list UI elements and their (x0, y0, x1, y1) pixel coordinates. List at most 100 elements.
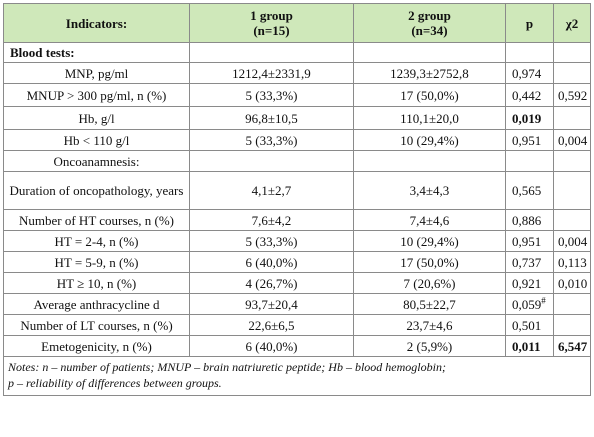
header-group2: 2 group (n=34) (353, 3, 506, 43)
table-row: Number of HT courses, n (%) 7,6±4,2 7,4±… (3, 209, 591, 231)
p-value: 0,442 (505, 83, 554, 107)
p-value: 0,951 (505, 129, 554, 151)
group2-value: 1239,3±2752,8 (353, 62, 506, 84)
row-label: Duration of oncopathology, years (3, 171, 190, 210)
table-row: MNP, pg/ml 1212,4±2331,9 1239,3±2752,8 0… (3, 62, 591, 84)
row-label: HT ≥ 10, n (%) (3, 272, 190, 294)
row-label: MNUP > 300 pg/ml, n (%) (3, 83, 190, 107)
table-cell (353, 150, 506, 172)
header-group1-n: (n=15) (253, 23, 290, 38)
chi2-value: 0,004 (553, 129, 591, 151)
table-cell (553, 42, 591, 63)
section-label-oncoanamnesis: Oncoanamnesis: (3, 150, 190, 172)
row-label: Emetogenicity, n (%) (3, 335, 190, 357)
table-cell (189, 150, 354, 172)
group2-value: 110,1±20,0 (353, 106, 506, 130)
group1-value: 1212,4±2331,9 (189, 62, 354, 84)
group1-value: 96,8±10,5 (189, 106, 354, 130)
group1-value: 6 (40,0%) (189, 251, 354, 273)
group1-value: 4,1±2,7 (189, 171, 354, 210)
section-label-blood-tests: Blood tests: (3, 42, 190, 63)
p-value: 0,737 (505, 251, 554, 273)
group1-value: 93,7±20,4 (189, 293, 354, 315)
p-value: 0,886 (505, 209, 554, 231)
table-row: MNUP > 300 pg/ml, n (%) 5 (33,3%) 17 (50… (3, 83, 591, 107)
group2-value: 17 (50,0%) (353, 83, 506, 107)
p-value-footnote-mark: # (541, 295, 546, 306)
header-p: p (505, 3, 554, 43)
group2-value: 7 (20,6%) (353, 272, 506, 294)
group1-value: 7,6±4,2 (189, 209, 354, 231)
group1-value: 5 (33,3%) (189, 83, 354, 107)
table-row: HT = 2-4, n (%) 5 (33,3%) 10 (29,4%) 0,9… (3, 230, 591, 252)
chi2-value: 0,113 (553, 251, 591, 273)
p-value: 0,974 (505, 62, 554, 84)
p-value: 0,059 (512, 296, 542, 312)
table-row: Hb, g/l 96,8±10,5 110,1±20,0 0,019 (3, 106, 591, 130)
p-value: 0,951 (505, 230, 554, 252)
p-value: 0,019 (505, 106, 554, 130)
group1-value: 4 (26,7%) (189, 272, 354, 294)
chi2-value (553, 209, 591, 231)
chi2-value: 0,592 (553, 83, 591, 107)
row-label: Hb, g/l (3, 106, 190, 130)
table-row: HT = 5-9, n (%) 6 (40,0%) 17 (50,0%) 0,7… (3, 251, 591, 273)
table-row: Duration of oncopathology, years 4,1±2,7… (3, 171, 591, 210)
group2-value: 2 (5,9%) (353, 335, 506, 357)
row-label: HT = 2-4, n (%) (3, 230, 190, 252)
header-group1: 1 group (n=15) (189, 3, 354, 43)
section-row-blood-tests: Blood tests: (3, 42, 591, 63)
chi2-value (553, 314, 591, 336)
row-label: Hb < 110 g/l (3, 129, 190, 151)
group1-value: 6 (40,0%) (189, 335, 354, 357)
table-row: Number of LT courses, n (%) 22,6±6,5 23,… (3, 314, 591, 336)
group2-value: 7,4±4,6 (353, 209, 506, 231)
p-value-cell: 0,059# (505, 293, 554, 315)
p-value: 0,501 (505, 314, 554, 336)
row-label: HT = 5-9, n (%) (3, 251, 190, 273)
table-cell (189, 42, 354, 63)
group1-value: 22,6±6,5 (189, 314, 354, 336)
group2-value: 10 (29,4%) (353, 230, 506, 252)
table-row: Average anthracycline d 93,7±20,4 80,5±2… (3, 293, 591, 315)
p-value: 0,921 (505, 272, 554, 294)
group2-value: 23,7±4,6 (353, 314, 506, 336)
group1-value: 5 (33,3%) (189, 129, 354, 151)
chi2-value (553, 171, 591, 210)
chi2-value: 0,010 (553, 272, 591, 294)
table-row: Hb < 110 g/l 5 (33,3%) 10 (29,4%) 0,951 … (3, 129, 591, 151)
chi2-value (553, 293, 591, 315)
row-label: MNP, pg/ml (3, 62, 190, 84)
header-group2-n: (n=34) (411, 23, 448, 38)
header-indicators: Indicators: (3, 3, 190, 43)
chi2-value (553, 62, 591, 84)
header-row: Indicators: 1 group (n=15) 2 group (n=34) … (3, 3, 591, 43)
table-cell (353, 42, 506, 63)
group2-value: 10 (29,4%) (353, 129, 506, 151)
table-cell (505, 150, 554, 172)
table-row: Emetogenicity, n (%) 6 (40,0%) 2 (5,9%) … (3, 335, 591, 357)
row-label: Number of LT courses, n (%) (3, 314, 190, 336)
section-row-oncoanamnesis: Oncoanamnesis: (3, 150, 591, 172)
row-label: Average anthracycline d (3, 293, 190, 315)
header-chi2: χ2 (553, 3, 591, 43)
table-cell (553, 150, 591, 172)
notes-line-2: p – reliability of differences between g… (8, 376, 222, 390)
table-cell (505, 42, 554, 63)
group2-value: 80,5±22,7 (353, 293, 506, 315)
row-label: Number of HT courses, n (%) (3, 209, 190, 231)
chi2-value (553, 106, 591, 130)
notes-line-1: Notes: n – number of patients; MNUP – br… (8, 360, 446, 374)
header-group2-label: 2 group (408, 8, 451, 23)
table-notes: Notes: n – number of patients; MNUP – br… (3, 356, 591, 396)
header-group1-label: 1 group (250, 8, 293, 23)
chi2-value: 0,004 (553, 230, 591, 252)
chi2-value: 6,547 (553, 335, 591, 357)
group2-value: 3,4±4,3 (353, 171, 506, 210)
p-value: 0,565 (505, 171, 554, 210)
group1-value: 5 (33,3%) (189, 230, 354, 252)
group2-value: 17 (50,0%) (353, 251, 506, 273)
notes-row: Notes: n – number of patients; MNUP – br… (3, 356, 591, 396)
table-row: HT ≥ 10, n (%) 4 (26,7%) 7 (20,6%) 0,921… (3, 272, 591, 294)
